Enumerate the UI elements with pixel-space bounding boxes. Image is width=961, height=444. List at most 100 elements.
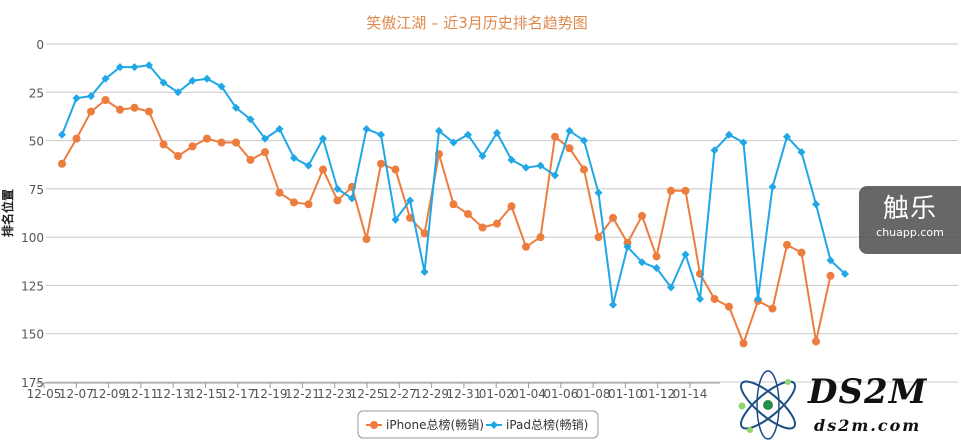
data-point[interactable] [174, 152, 182, 161]
data-point[interactable] [478, 152, 487, 161]
data-point[interactable] [304, 200, 313, 209]
data-point[interactable] [797, 248, 806, 257]
data-point[interactable] [652, 252, 661, 261]
data-point[interactable] [391, 165, 400, 174]
data-point[interactable] [464, 130, 472, 139]
data-point[interactable] [362, 124, 371, 133]
data-point[interactable] [391, 215, 400, 224]
legend-item-ipad[interactable]: iPad总榜(畅销) [486, 417, 588, 432]
data-point[interactable] [681, 186, 690, 195]
data-point[interactable] [551, 171, 559, 180]
data-point[interactable] [812, 200, 820, 209]
data-point[interactable] [116, 63, 124, 72]
data-point[interactable] [449, 200, 458, 209]
data-point[interactable] [101, 96, 110, 105]
data-point[interactable] [319, 134, 327, 143]
data-point[interactable] [493, 128, 501, 137]
data-point[interactable] [203, 134, 211, 143]
data-point[interactable] [246, 155, 255, 164]
data-point[interactable] [768, 182, 777, 191]
data-point[interactable] [159, 78, 168, 87]
data-point[interactable] [667, 283, 675, 292]
data-point[interactable] [333, 184, 342, 193]
data-point[interactable] [812, 337, 820, 346]
data-point[interactable] [116, 105, 124, 114]
data-point[interactable] [304, 161, 313, 170]
data-point[interactable] [536, 233, 545, 242]
data-point[interactable] [638, 258, 646, 267]
data-point[interactable] [710, 294, 719, 303]
data-point[interactable] [87, 107, 95, 116]
data-point[interactable] [609, 213, 617, 222]
legend-item-iphone[interactable]: iPhone总榜(畅销) [366, 417, 484, 432]
data-point[interactable] [739, 138, 748, 147]
data-point[interactable] [667, 186, 675, 195]
data-point[interactable] [594, 233, 603, 242]
data-point[interactable] [522, 163, 530, 172]
data-point[interactable] [739, 339, 748, 348]
data-point[interactable] [246, 115, 255, 124]
data-point[interactable] [203, 74, 211, 83]
data-point[interactable] [232, 103, 240, 112]
data-point[interactable] [420, 267, 429, 276]
data-point[interactable] [594, 188, 603, 197]
data-point[interactable] [377, 159, 385, 168]
data-point[interactable] [348, 194, 356, 203]
data-point[interactable] [507, 155, 516, 164]
data-point[interactable] [217, 138, 226, 147]
data-point[interactable] [275, 124, 284, 133]
data-point[interactable] [783, 132, 791, 141]
data-point[interactable] [420, 229, 429, 238]
data-point[interactable] [435, 126, 443, 135]
data-point[interactable] [768, 304, 777, 313]
data-point[interactable] [333, 196, 342, 205]
data-point[interactable] [725, 130, 733, 139]
data-point[interactable] [565, 126, 574, 135]
data-point[interactable] [58, 130, 66, 139]
data-point[interactable] [319, 165, 327, 174]
data-point[interactable] [565, 144, 574, 153]
data-point[interactable] [754, 294, 762, 303]
data-point[interactable] [261, 148, 269, 157]
data-point[interactable] [841, 269, 849, 278]
data-point[interactable] [551, 132, 559, 141]
data-point[interactable] [174, 88, 182, 97]
data-point[interactable] [261, 134, 269, 143]
data-point[interactable] [710, 146, 719, 155]
data-point[interactable] [580, 136, 588, 145]
data-point[interactable] [130, 63, 139, 72]
data-point[interactable] [522, 242, 530, 251]
data-point[interactable] [232, 138, 240, 147]
data-point[interactable] [188, 142, 197, 151]
data-point[interactable] [681, 250, 690, 259]
data-point[interactable] [464, 209, 472, 218]
data-point[interactable] [478, 223, 487, 232]
data-point[interactable] [159, 140, 168, 149]
data-point[interactable] [72, 134, 81, 143]
data-point[interactable] [652, 264, 661, 273]
data-point[interactable] [188, 76, 197, 85]
data-point[interactable] [87, 92, 95, 101]
data-point[interactable] [377, 130, 385, 139]
data-point[interactable] [145, 61, 153, 70]
data-point[interactable] [145, 107, 153, 116]
data-point[interactable] [797, 148, 806, 157]
data-point[interactable] [826, 271, 835, 280]
data-point[interactable] [101, 74, 110, 83]
data-point[interactable] [507, 202, 516, 211]
data-point[interactable] [72, 94, 81, 103]
data-point[interactable] [130, 103, 139, 112]
data-point[interactable] [623, 242, 632, 251]
data-point[interactable] [275, 188, 284, 197]
data-point[interactable] [826, 256, 835, 265]
data-point[interactable] [783, 240, 791, 249]
data-point[interactable] [290, 198, 298, 207]
data-point[interactable] [449, 138, 458, 147]
data-point[interactable] [696, 294, 704, 303]
data-point[interactable] [58, 159, 66, 168]
data-point[interactable] [493, 219, 501, 228]
data-point[interactable] [217, 82, 226, 91]
data-point[interactable] [725, 302, 733, 311]
data-point[interactable] [536, 161, 545, 170]
data-point[interactable] [609, 300, 617, 309]
